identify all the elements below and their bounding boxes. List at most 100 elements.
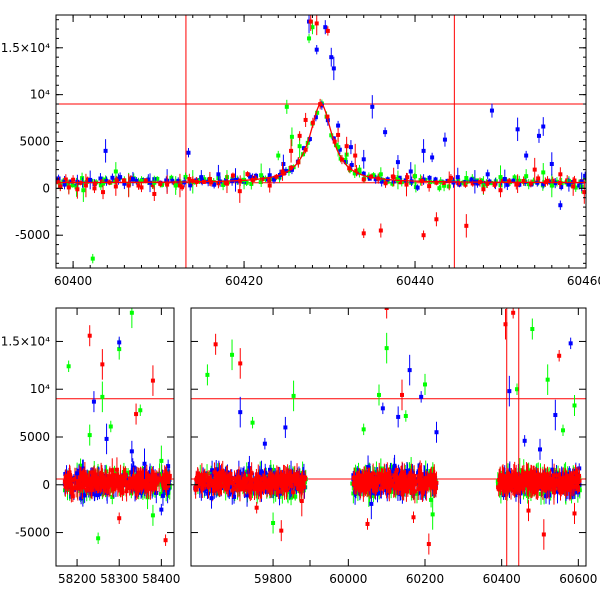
bottom-cloud-point [69, 478, 74, 483]
bottom-cloud-point [376, 477, 381, 482]
bottom-cloud-point [274, 483, 279, 488]
top-cloud-point [283, 169, 288, 174]
top-series-1-point-9 [199, 175, 204, 180]
top-cloud-point [104, 179, 109, 184]
top-cloud-point [521, 179, 526, 184]
bottom-cloud-point [90, 479, 95, 484]
bottom-cloud-point [281, 477, 286, 482]
bottom-series-2-point-4 [134, 412, 139, 417]
top-cloud-point [68, 179, 73, 184]
top-series-2-point-4 [92, 186, 97, 191]
top-cloud-point [245, 172, 250, 177]
bottom-series-0-point-9 [96, 536, 101, 541]
bottom-cloud-point [351, 482, 356, 487]
top-series-2-point-42 [571, 184, 576, 189]
bottom-series-0-point-3 [108, 424, 113, 429]
bottom-cloud-point [96, 473, 101, 478]
bottom-cloud-point [112, 486, 117, 491]
bottom-cloud-point [358, 488, 363, 493]
bottom-cloud-point [401, 482, 406, 487]
top-series-0-point-17 [284, 104, 289, 109]
top-cloud-point [221, 182, 226, 187]
top-y-tick-label-0: 1.5×10⁴ [1, 41, 50, 55]
bottom-cloud-point [409, 473, 414, 478]
top-series-1-point-19 [331, 66, 336, 71]
bottom-cloud-point [368, 486, 373, 491]
bottom-cloud-point [228, 476, 233, 481]
bottom-series-2-point-1 [87, 333, 92, 338]
top-cloud-point [313, 115, 318, 120]
top-cloud-point [249, 181, 254, 186]
bottom-cloud-point [224, 474, 229, 479]
top-series-2-point-19 [289, 148, 294, 153]
bottom-cloud-point [362, 474, 367, 479]
bottom-cloud-point [217, 483, 222, 488]
top-cloud-point [390, 181, 395, 186]
bottom-cloud-point [412, 489, 417, 494]
bottom-cloud-point [68, 481, 73, 486]
bottom-cloud-point [165, 490, 170, 495]
bottom-cloud-point [246, 476, 251, 481]
bottom-cloud-point [274, 486, 279, 491]
bottom-cloud-point [166, 464, 171, 469]
top-cloud-point [188, 183, 193, 188]
bottom-cloud-point [83, 479, 88, 484]
bottom-cloud-point [254, 475, 259, 480]
bottom-cloud-point [65, 473, 70, 478]
bottom-cloud-point [263, 470, 268, 475]
bottom-cloud-point [160, 493, 165, 498]
bottom-cloud-point [411, 486, 416, 491]
top-series-1-point-35 [515, 127, 520, 132]
top-y-tick-label-2: 5000 [19, 135, 50, 149]
bottom-cloud-point [392, 463, 397, 468]
top-series-1-point-36 [524, 153, 529, 158]
top-series-1-point-34 [502, 176, 507, 181]
bottom-cloud-point [285, 475, 290, 480]
top-series-2-point-2 [75, 187, 80, 192]
bottom-cloud-point [90, 470, 95, 475]
top-cloud-point [427, 184, 432, 189]
top-series-2-point-36 [481, 187, 486, 192]
top-cloud-point [559, 185, 564, 190]
bottom-cloud-point [373, 487, 378, 492]
top-cloud-point [441, 180, 446, 185]
top-cloud-point [155, 176, 160, 181]
bottom-cloud-point [371, 471, 376, 476]
top-series-1-point-21 [348, 145, 353, 150]
top-cloud-point [427, 175, 432, 180]
top-cloud-point [134, 178, 139, 183]
bottom-cloud-point [212, 470, 217, 475]
bottom-cloud-point [406, 479, 411, 484]
top-series-0-point-21 [310, 25, 315, 30]
bottom-cloud-point [159, 478, 164, 483]
bottom-cloud-point [214, 478, 219, 483]
bottom-cloud-point [399, 475, 404, 480]
top-x-tick-label-1: 60420 [225, 274, 263, 288]
bottom-cloud-point [104, 469, 109, 474]
top-series-1-point-20 [336, 123, 341, 128]
bottom-series-0-point-6 [138, 408, 143, 413]
top-cloud-point [352, 171, 357, 176]
bottom-cloud-point [365, 478, 370, 483]
top-cloud-point [136, 183, 141, 188]
bottom-cloud-point [161, 480, 166, 485]
top-series-2-point-40 [545, 178, 550, 183]
top-series-1-point-37 [536, 133, 541, 138]
bottom-cloud-point [253, 481, 258, 486]
bottom-cloud-point [237, 487, 242, 492]
bottom-cloud-point [84, 487, 89, 492]
top-cloud-point [176, 178, 181, 183]
bottom-cloud-point [199, 473, 204, 478]
bottom-cloud-point [148, 486, 153, 491]
bottom-cloud-point [392, 485, 397, 490]
bottom-cloud-point [248, 473, 253, 478]
bottom-cloud-point [77, 484, 82, 489]
top-cloud-point [507, 179, 512, 184]
top-series-2-point-29 [378, 228, 383, 233]
bottom-series-2-point-0 [70, 494, 75, 499]
top-cloud-point [541, 182, 546, 187]
top-series-0-point-25 [378, 172, 383, 177]
bottom-cloud-point [223, 479, 228, 484]
bottom-cloud-point [400, 488, 405, 493]
top-series-1-point-14 [281, 161, 286, 166]
